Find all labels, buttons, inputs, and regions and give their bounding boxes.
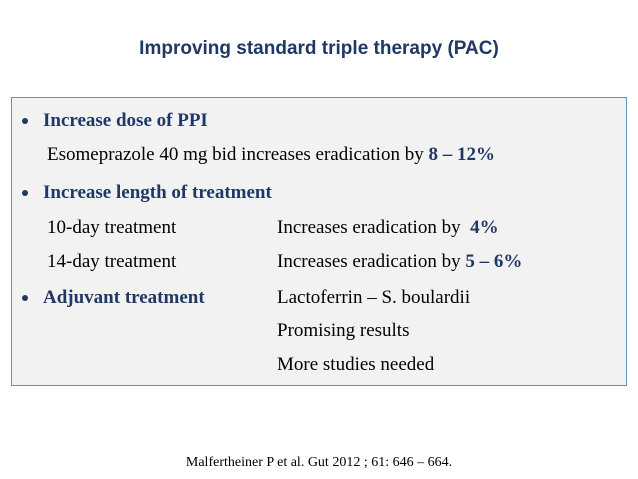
bullet (22, 295, 28, 301)
note: More studies needed (277, 354, 435, 375)
row-value: 8 – 12% (428, 144, 495, 165)
note: Lactoferrin – S. boulardii (277, 287, 471, 308)
row-label: 10-day treatment (47, 217, 177, 238)
slide-title: Improving standard triple therapy (PAC) (139, 38, 499, 59)
section-heading: Adjuvant treatment (43, 287, 205, 308)
bullet (22, 118, 28, 124)
row-text: Increases eradication by (277, 251, 461, 272)
section-heading: Increase dose of PPI (43, 110, 208, 131)
content-box (11, 97, 627, 386)
row-value: 4% (470, 217, 499, 238)
row-text: Increases eradication by (277, 217, 461, 238)
citation: Malfertheiner P et al. Gut 2012 ; 61: 64… (185, 455, 453, 470)
row-line: Increases eradication by 5 – 6% (277, 251, 522, 273)
row-line: Esomeprazole 40 mg bid increases eradica… (47, 144, 495, 166)
note: Promising results (277, 320, 410, 341)
row-value: 5 – 6% (465, 251, 523, 272)
row-line: Increases eradication by 4% (277, 217, 499, 239)
section-heading: Increase length of treatment (43, 182, 272, 203)
row-label: 14-day treatment (47, 251, 177, 272)
bullet (22, 190, 28, 196)
row-text: Esomeprazole 40 mg bid increases eradica… (47, 144, 424, 165)
